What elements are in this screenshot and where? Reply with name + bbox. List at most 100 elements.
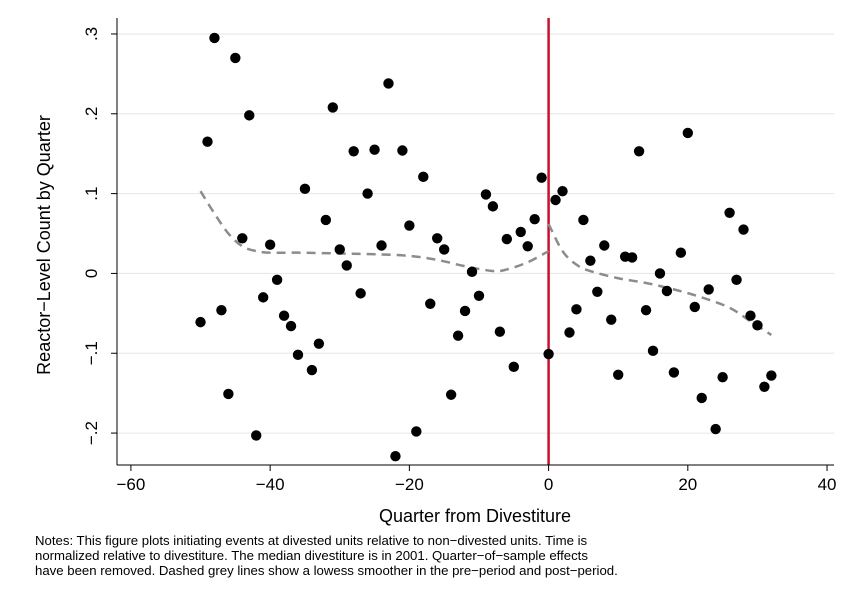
y-tick-label: −.1 [82, 341, 101, 365]
data-point [223, 388, 234, 400]
data-point [536, 172, 547, 183]
data-point [397, 145, 408, 156]
y-tick-label: .1 [82, 187, 101, 201]
lowess-smoother-post [547, 223, 773, 336]
data-point [487, 201, 499, 212]
data-point [390, 451, 401, 462]
y-tick-label: −.2 [82, 421, 101, 445]
data-point [515, 226, 526, 238]
data-point [745, 310, 756, 321]
data-point [271, 274, 283, 286]
data-point [355, 288, 366, 299]
data-point [313, 338, 325, 349]
data-point [578, 214, 589, 226]
x-tick-label: 20 [678, 475, 697, 494]
data-point [459, 305, 471, 317]
data-point [682, 127, 694, 139]
data-point [564, 327, 575, 338]
data-point [445, 389, 457, 400]
data-point [703, 284, 714, 295]
data-point [626, 252, 638, 263]
data-point [327, 102, 338, 113]
data-point [216, 304, 227, 316]
x-tick-label: 40 [818, 475, 837, 494]
data-point [438, 244, 450, 255]
y-tick-label: .2 [82, 107, 101, 121]
data-point [599, 240, 610, 251]
data-point [341, 260, 352, 271]
data-point [376, 240, 387, 251]
data-point [522, 241, 533, 252]
data-point [696, 392, 707, 404]
data-point [404, 220, 415, 231]
data-point [473, 290, 485, 301]
data-point [362, 188, 373, 199]
data-point [432, 233, 443, 244]
data-point [661, 285, 673, 297]
x-tick-label: −60 [117, 475, 146, 494]
data-point [411, 426, 422, 437]
data-point [466, 266, 478, 278]
data-point [425, 298, 436, 309]
data-point [348, 146, 359, 157]
data-point [633, 146, 645, 157]
data-point [640, 304, 652, 316]
data-point [292, 349, 304, 361]
data-point [195, 316, 206, 328]
data-point [675, 247, 687, 258]
figure-notes: Notes: This figure plots initiating even… [35, 533, 835, 578]
data-point [647, 345, 659, 357]
y-tick-label: .3 [82, 27, 101, 41]
data-point [766, 370, 777, 381]
data-point [738, 224, 749, 235]
data-point [606, 314, 617, 325]
data-point [278, 310, 290, 321]
data-point [418, 171, 429, 183]
data-point [244, 110, 255, 121]
data-point [237, 233, 248, 244]
data-point [550, 194, 561, 206]
data-point [494, 326, 506, 337]
scatter-chart: −.2 −.1 0 .1 .2 .3 −60 −40 −20 0 20 40 Quarter from… [34, 18, 836, 526]
lowess-smoother-layer [199, 190, 773, 336]
lowess-smoother-pre [199, 190, 550, 273]
data-point [452, 330, 464, 341]
data-point [209, 32, 220, 44]
data-point [571, 304, 582, 315]
data-points [195, 32, 777, 462]
data-point [752, 320, 763, 331]
x-tick-label: −40 [256, 475, 285, 494]
grid-lines [117, 33, 834, 434]
x-tick-label: 0 [544, 475, 553, 494]
data-point [654, 268, 666, 279]
data-point [320, 214, 332, 226]
notes-line-1: Notes: This figure plots initiating even… [35, 533, 588, 548]
data-point [383, 78, 394, 89]
data-point [306, 364, 318, 376]
data-point [299, 183, 311, 195]
notes-line-2: normalized relative to divestiture. The … [35, 548, 588, 563]
data-point [592, 286, 603, 297]
data-point [557, 186, 568, 197]
data-point [731, 274, 742, 286]
data-point [501, 233, 513, 245]
data-point [613, 369, 624, 381]
data-point [508, 361, 519, 373]
data-point [543, 348, 554, 360]
data-point [724, 207, 735, 218]
x-axis-title: Quarter from Divestiture [379, 506, 571, 526]
data-point [285, 320, 297, 332]
tick-labels: −.2 −.1 0 .1 .2 .3 −60 −40 −20 0 20 40 [82, 27, 836, 494]
data-point [202, 136, 213, 147]
y-tick-label: 0 [82, 269, 101, 278]
data-point [480, 189, 492, 200]
data-point [251, 430, 262, 441]
data-point [710, 423, 721, 435]
notes-line-3: have been removed. Dashed grey lines sho… [35, 563, 618, 578]
data-point [257, 292, 269, 303]
data-point [230, 52, 241, 64]
x-tick-label: −20 [395, 475, 424, 494]
axes [111, 18, 834, 471]
data-point [717, 371, 728, 383]
data-point [529, 213, 540, 225]
